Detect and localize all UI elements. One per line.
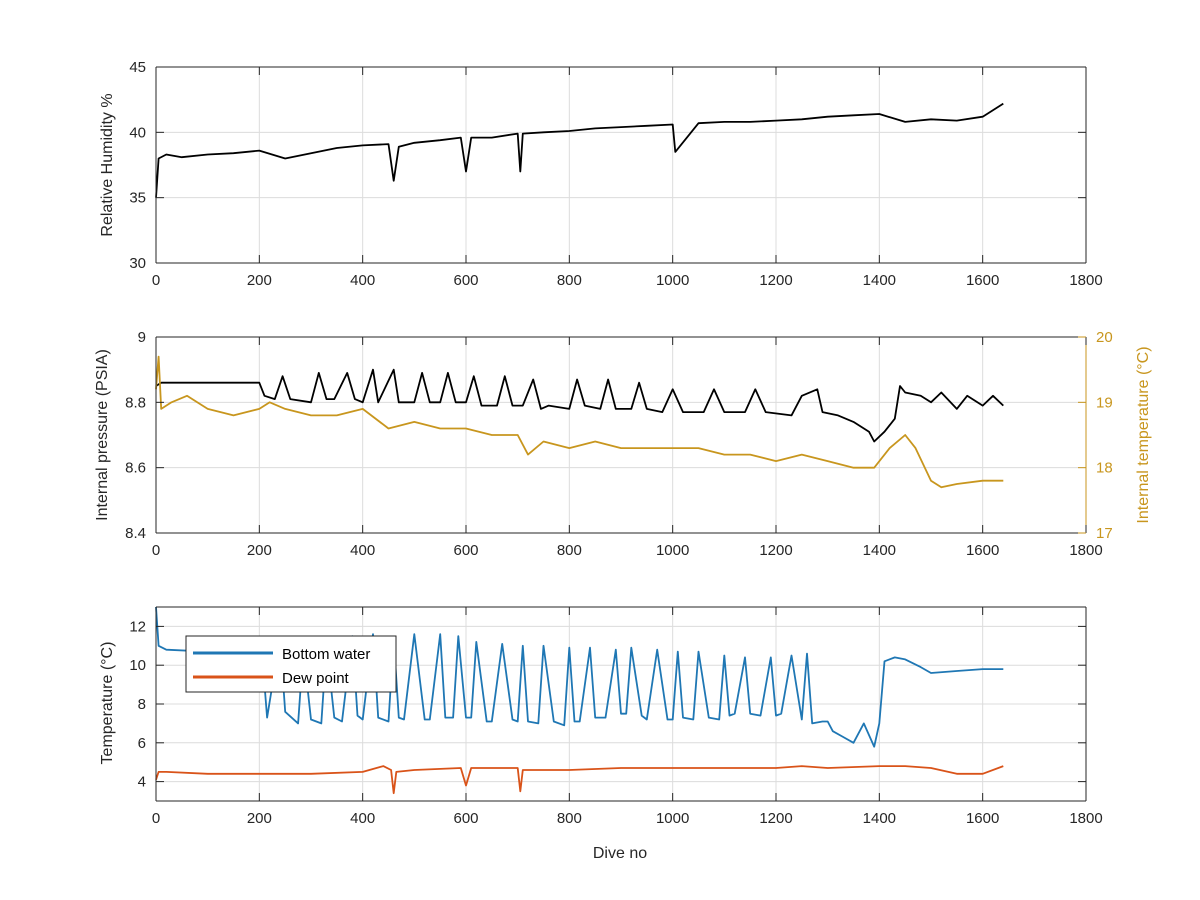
pressure-ylabel: Internal pressure (PSIA) — [94, 349, 111, 521]
temperature-y-tick-label: 4 — [138, 774, 146, 791]
humidity-y-tick-label: 30 — [129, 255, 146, 272]
dew-point-line — [155, 765, 1004, 795]
pressure-x-tick-label: 600 — [453, 542, 478, 559]
pressure-line — [155, 368, 1004, 443]
humidity-y-tick-label: 45 — [129, 59, 146, 76]
pressure-y-tick-label: 8.6 — [125, 460, 146, 477]
pressure-x-tick-label: 1400 — [863, 542, 896, 559]
humidity-x-tick-label: 1200 — [759, 272, 792, 289]
humidity-x-tick-label: 200 — [247, 272, 272, 289]
temperature-x-tick-label: 1600 — [966, 810, 999, 827]
humidity-y-tick-label: 40 — [129, 124, 146, 141]
humidity-x-tick-label: 600 — [453, 272, 478, 289]
legend-label-bottom-water: Bottom water — [282, 646, 370, 663]
humidity-panel: Relative Humidity % 0 200 400 600 800 1000 120… — [99, 59, 1103, 289]
legend-label-dew-point: Dew point — [282, 670, 350, 687]
pressure-plot-area — [156, 337, 1086, 533]
internal-temperature-y-tick-label: 18 — [1096, 460, 1113, 477]
internal-temperature-y-tick-label: 20 — [1096, 329, 1113, 346]
temperature-y-tick-label: 10 — [129, 657, 146, 674]
humidity-x-tick-label: 0 — [152, 272, 160, 289]
legend-box — [185, 635, 397, 693]
pressure-temperature-panel: Internal pressure (PSIA) Internal temper… — [94, 329, 1152, 559]
internal-temperature-y-tick-label: 17 — [1096, 525, 1113, 542]
bottom-water-line — [155, 606, 1004, 748]
internal-temperature-line — [155, 355, 1004, 489]
humidity-x-tick-label: 1800 — [1069, 272, 1102, 289]
temperature-x-tick-label: 1800 — [1069, 810, 1102, 827]
temperature-x-tick-label: 800 — [557, 810, 582, 827]
temperature-x-tick-label: 1200 — [759, 810, 792, 827]
temperature-y-tick-label: 8 — [138, 696, 146, 713]
temperature-x-tick-label: 200 — [247, 810, 272, 827]
temperature-ylabel: Temperature (°C) — [99, 642, 116, 765]
pressure-x-tick-label: 1800 — [1069, 542, 1102, 559]
pressure-x-tick-label: 200 — [247, 542, 272, 559]
temperature-x-tick-label: 1400 — [863, 810, 896, 827]
humidity-x-tick-label: 1000 — [656, 272, 689, 289]
temperature-y-tick-label: 6 — [138, 735, 146, 752]
pressure-x-tick-label: 1600 — [966, 542, 999, 559]
x-axis-label: Dive no — [593, 845, 647, 862]
pressure-x-tick-label: 1200 — [759, 542, 792, 559]
temperature-x-tick-label: 400 — [350, 810, 375, 827]
humidity-x-tick-label: 1400 — [863, 272, 896, 289]
temperature-x-tick-label: 0 — [152, 810, 160, 827]
humidity-x-tick-label: 1600 — [966, 272, 999, 289]
pressure-y-tick-label: 9 — [138, 329, 146, 346]
pressure-x-tick-label: 0 — [152, 542, 160, 559]
humidity-x-tick-label: 400 — [350, 272, 375, 289]
temperature-x-tick-label: 600 — [453, 810, 478, 827]
humidity-y-tick-label: 35 — [129, 190, 146, 207]
legend: Bottom water Dew point — [185, 635, 397, 693]
humidity-line — [155, 102, 1004, 198]
internal-temperature-y-tick-label: 19 — [1096, 394, 1113, 411]
internal-temperature-ylabel: Internal temperature (°C) — [1135, 346, 1152, 523]
humidity-x-tick-label: 800 — [557, 272, 582, 289]
pressure-y-tick-label: 8.4 — [125, 525, 146, 542]
pressure-x-tick-label: 1000 — [656, 542, 689, 559]
pressure-y-tick-label: 8.8 — [125, 394, 146, 411]
temperature-y-tick-label: 12 — [129, 618, 146, 635]
humidity-ylabel: Relative Humidity % — [99, 93, 116, 236]
pressure-x-tick-label: 800 — [557, 542, 582, 559]
pressure-x-tick-label: 400 — [350, 542, 375, 559]
humidity-plot-area — [156, 67, 1086, 263]
temperature-x-tick-label: 1000 — [656, 810, 689, 827]
